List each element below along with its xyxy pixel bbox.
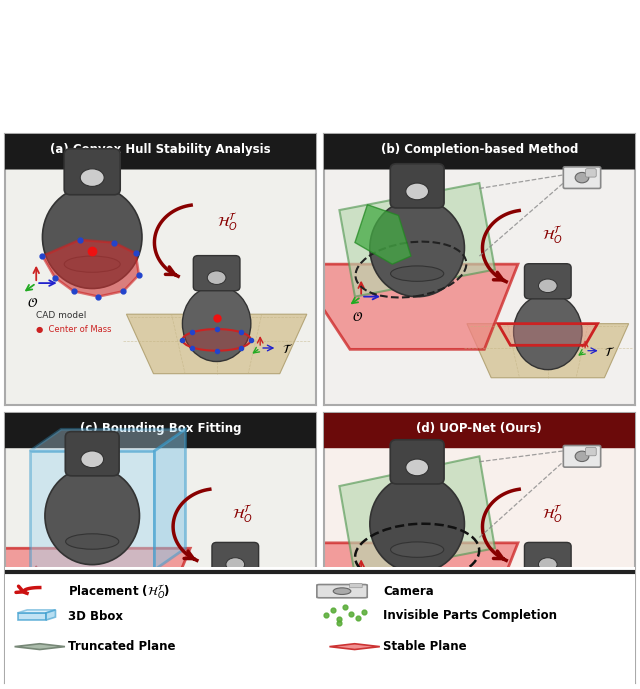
Ellipse shape <box>81 451 104 468</box>
Polygon shape <box>330 644 380 650</box>
Ellipse shape <box>207 271 226 285</box>
Polygon shape <box>30 429 186 451</box>
Text: $\mathcal{T}$: $\mathcal{T}$ <box>294 636 305 648</box>
Ellipse shape <box>370 199 465 297</box>
Text: (a) Convex Hull Stability Analysis: (a) Convex Hull Stability Analysis <box>51 143 271 156</box>
FancyBboxPatch shape <box>65 431 119 476</box>
Text: $\mathcal{H}_O^\mathcal{T}$: $\mathcal{H}_O^\mathcal{T}$ <box>216 211 237 233</box>
Text: $\mathcal{O}$: $\mathcal{O}$ <box>27 595 38 608</box>
Polygon shape <box>18 610 56 613</box>
FancyBboxPatch shape <box>586 447 596 456</box>
FancyBboxPatch shape <box>349 584 362 588</box>
Ellipse shape <box>575 172 589 183</box>
Text: Camera: Camera <box>383 585 434 597</box>
Polygon shape <box>495 602 598 630</box>
Ellipse shape <box>226 557 244 571</box>
FancyBboxPatch shape <box>563 167 601 189</box>
FancyBboxPatch shape <box>193 256 240 291</box>
FancyBboxPatch shape <box>1 409 321 449</box>
Text: CAD model: CAD model <box>36 311 86 320</box>
Polygon shape <box>46 610 56 620</box>
Ellipse shape <box>538 279 557 293</box>
Ellipse shape <box>42 186 142 289</box>
FancyBboxPatch shape <box>390 164 444 208</box>
Polygon shape <box>467 605 628 659</box>
Polygon shape <box>154 429 186 570</box>
Ellipse shape <box>406 183 429 200</box>
Text: $\mathcal{H}_O^\mathcal{T}$: $\mathcal{H}_O^\mathcal{T}$ <box>541 225 563 247</box>
Polygon shape <box>0 548 190 626</box>
Polygon shape <box>498 324 598 345</box>
Bar <box>5 150 316 165</box>
FancyBboxPatch shape <box>1 130 321 169</box>
FancyBboxPatch shape <box>319 409 639 449</box>
Polygon shape <box>339 183 495 296</box>
Ellipse shape <box>182 286 251 362</box>
FancyBboxPatch shape <box>212 542 259 577</box>
Text: ●  Center of Mass: ● Center of Mass <box>36 325 112 333</box>
Polygon shape <box>30 451 154 570</box>
Text: $\mathcal{O}$: $\mathcal{O}$ <box>27 298 38 311</box>
Text: 3D Bbox: 3D Bbox <box>68 610 123 623</box>
Polygon shape <box>172 606 312 655</box>
Ellipse shape <box>406 459 429 476</box>
Polygon shape <box>339 456 495 575</box>
Text: $\mathcal{T}$: $\mathcal{T}$ <box>282 343 293 356</box>
Polygon shape <box>279 573 294 640</box>
Polygon shape <box>467 324 628 378</box>
Text: Invisible Parts Completion: Invisible Parts Completion <box>383 609 557 621</box>
Text: $\mathcal{T}$: $\mathcal{T}$ <box>604 346 615 359</box>
Ellipse shape <box>538 557 557 571</box>
FancyBboxPatch shape <box>524 542 571 577</box>
Ellipse shape <box>513 294 582 369</box>
Text: Stable Plane: Stable Plane <box>383 640 467 653</box>
Ellipse shape <box>390 542 444 557</box>
Ellipse shape <box>64 256 120 272</box>
Polygon shape <box>195 586 279 640</box>
Ellipse shape <box>45 467 140 564</box>
Text: $\mathcal{O}$: $\mathcal{O}$ <box>352 311 363 324</box>
Bar <box>324 429 635 444</box>
Bar <box>324 150 635 165</box>
Polygon shape <box>127 314 307 373</box>
Ellipse shape <box>575 451 589 462</box>
Text: (d) UOP-Net (Ours): (d) UOP-Net (Ours) <box>417 422 542 435</box>
Polygon shape <box>294 543 518 628</box>
FancyBboxPatch shape <box>586 169 596 177</box>
Text: $\mathcal{H}_O^\mathcal{T}$: $\mathcal{H}_O^\mathcal{T}$ <box>232 504 253 525</box>
FancyBboxPatch shape <box>390 440 444 484</box>
Text: Placement ($\mathcal{H}_O^\mathcal{T}$): Placement ($\mathcal{H}_O^\mathcal{T}$) <box>68 582 170 601</box>
FancyBboxPatch shape <box>317 584 367 598</box>
Ellipse shape <box>201 573 269 648</box>
FancyBboxPatch shape <box>563 446 601 467</box>
Polygon shape <box>294 264 518 349</box>
FancyBboxPatch shape <box>64 149 120 195</box>
Text: $\mathcal{T}$: $\mathcal{T}$ <box>604 628 615 641</box>
Text: (c) Bounding Box Fitting: (c) Bounding Box Fitting <box>80 422 241 435</box>
Polygon shape <box>15 644 65 650</box>
FancyBboxPatch shape <box>524 264 571 299</box>
Polygon shape <box>42 240 139 296</box>
Ellipse shape <box>80 169 104 187</box>
Ellipse shape <box>66 534 119 549</box>
Ellipse shape <box>390 266 444 281</box>
Ellipse shape <box>182 329 251 351</box>
Text: $\mathcal{H}_O^\mathcal{T}$: $\mathcal{H}_O^\mathcal{T}$ <box>541 504 563 525</box>
FancyBboxPatch shape <box>319 130 639 169</box>
Ellipse shape <box>333 588 351 595</box>
Text: Truncated Plane: Truncated Plane <box>68 640 175 653</box>
Text: (b) Completion-based Method: (b) Completion-based Method <box>381 143 578 156</box>
Bar <box>5 429 316 444</box>
Polygon shape <box>18 613 46 620</box>
Ellipse shape <box>513 573 582 648</box>
Polygon shape <box>195 573 294 586</box>
Text: $\mathcal{O}$: $\mathcal{O}$ <box>352 590 363 603</box>
Ellipse shape <box>370 475 465 573</box>
Polygon shape <box>355 205 411 264</box>
